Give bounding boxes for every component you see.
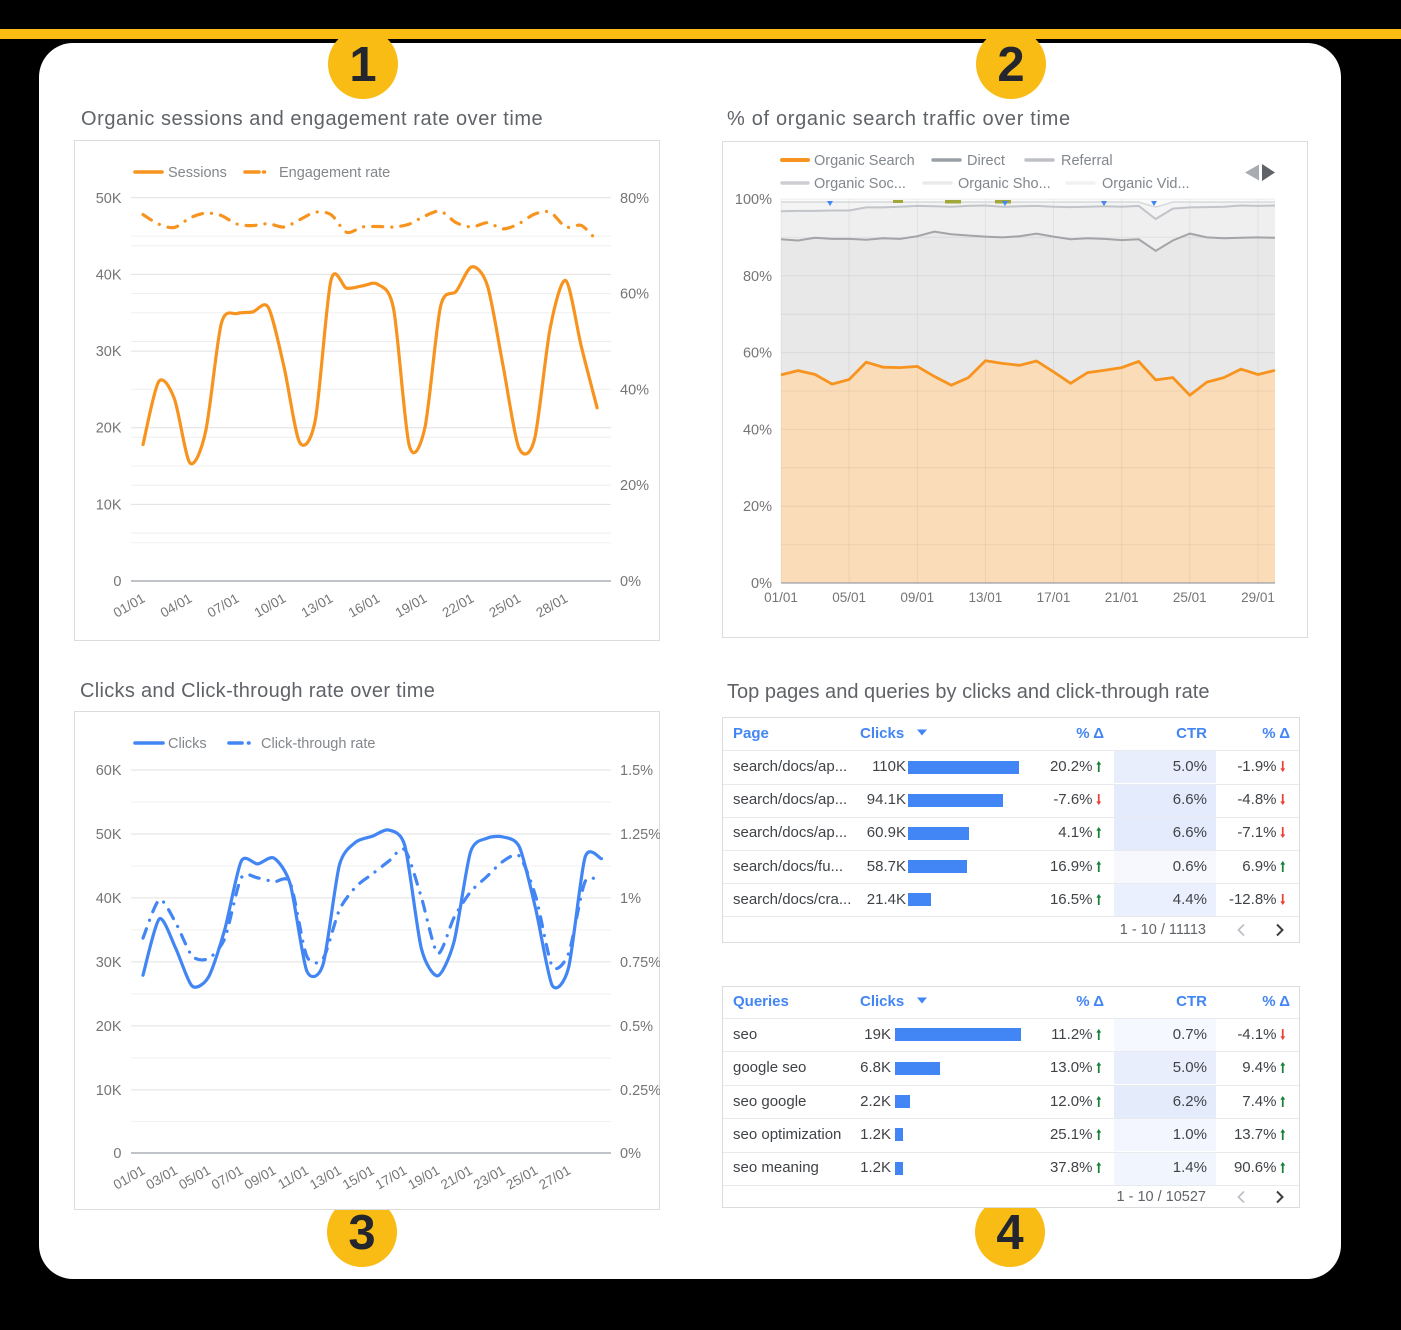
svg-text:0%: 0% xyxy=(751,576,772,592)
svg-text:25/01: 25/01 xyxy=(1173,590,1207,605)
svg-text:Organic Search: Organic Search xyxy=(814,153,915,169)
svg-text:40K: 40K xyxy=(96,891,122,907)
svg-text:20%: 20% xyxy=(743,499,772,515)
svg-text:50K: 50K xyxy=(96,191,122,207)
svg-text:100%: 100% xyxy=(735,192,772,208)
svg-text:01/01: 01/01 xyxy=(764,590,798,605)
svg-text:29/01: 29/01 xyxy=(1241,590,1275,605)
svg-text:60%: 60% xyxy=(620,287,649,303)
svg-text:0: 0 xyxy=(113,574,121,590)
svg-text:10K: 10K xyxy=(96,1083,122,1099)
svg-text:09/01: 09/01 xyxy=(900,590,934,605)
svg-text:0%: 0% xyxy=(620,574,641,590)
svg-text:10K: 10K xyxy=(96,497,122,513)
svg-text:60K: 60K xyxy=(96,763,122,779)
svg-text:13/01: 13/01 xyxy=(969,590,1003,605)
svg-text:30K: 30K xyxy=(96,955,122,971)
svg-text:0.25%: 0.25% xyxy=(620,1083,660,1099)
svg-text:0: 0 xyxy=(113,1146,121,1162)
svg-text:40%: 40% xyxy=(620,382,649,398)
svg-text:30K: 30K xyxy=(96,344,122,360)
svg-text:40%: 40% xyxy=(743,422,772,438)
svg-text:Referral: Referral xyxy=(1061,153,1113,169)
svg-text:Sessions: Sessions xyxy=(168,165,227,181)
svg-text:50K: 50K xyxy=(96,827,122,843)
svg-text:Organic Sho...: Organic Sho... xyxy=(958,176,1051,192)
svg-text:60%: 60% xyxy=(743,346,772,362)
svg-text:Engagement rate: Engagement rate xyxy=(279,165,390,181)
svg-text:Organic Soc...: Organic Soc... xyxy=(814,176,906,192)
svg-text:17/01: 17/01 xyxy=(1037,590,1071,605)
svg-text:0.5%: 0.5% xyxy=(620,1019,653,1035)
svg-text:80%: 80% xyxy=(620,191,649,207)
svg-text:Direct: Direct xyxy=(967,153,1005,169)
svg-text:05/01: 05/01 xyxy=(832,590,866,605)
svg-text:0.75%: 0.75% xyxy=(620,955,660,971)
svg-text:Click-through rate: Click-through rate xyxy=(261,736,375,752)
svg-text:0%: 0% xyxy=(620,1146,641,1162)
svg-text:1.5%: 1.5% xyxy=(620,763,653,779)
svg-text:1.25%: 1.25% xyxy=(620,827,660,843)
svg-text:21/01: 21/01 xyxy=(1105,590,1139,605)
svg-text:1%: 1% xyxy=(620,891,641,907)
svg-text:20K: 20K xyxy=(96,421,122,437)
svg-text:Clicks: Clicks xyxy=(168,736,207,752)
svg-text:80%: 80% xyxy=(743,269,772,285)
svg-text:20K: 20K xyxy=(96,1019,122,1035)
svg-text:20%: 20% xyxy=(620,478,649,494)
svg-text:Organic Vid...: Organic Vid... xyxy=(1102,176,1190,192)
svg-text:40K: 40K xyxy=(96,267,122,283)
